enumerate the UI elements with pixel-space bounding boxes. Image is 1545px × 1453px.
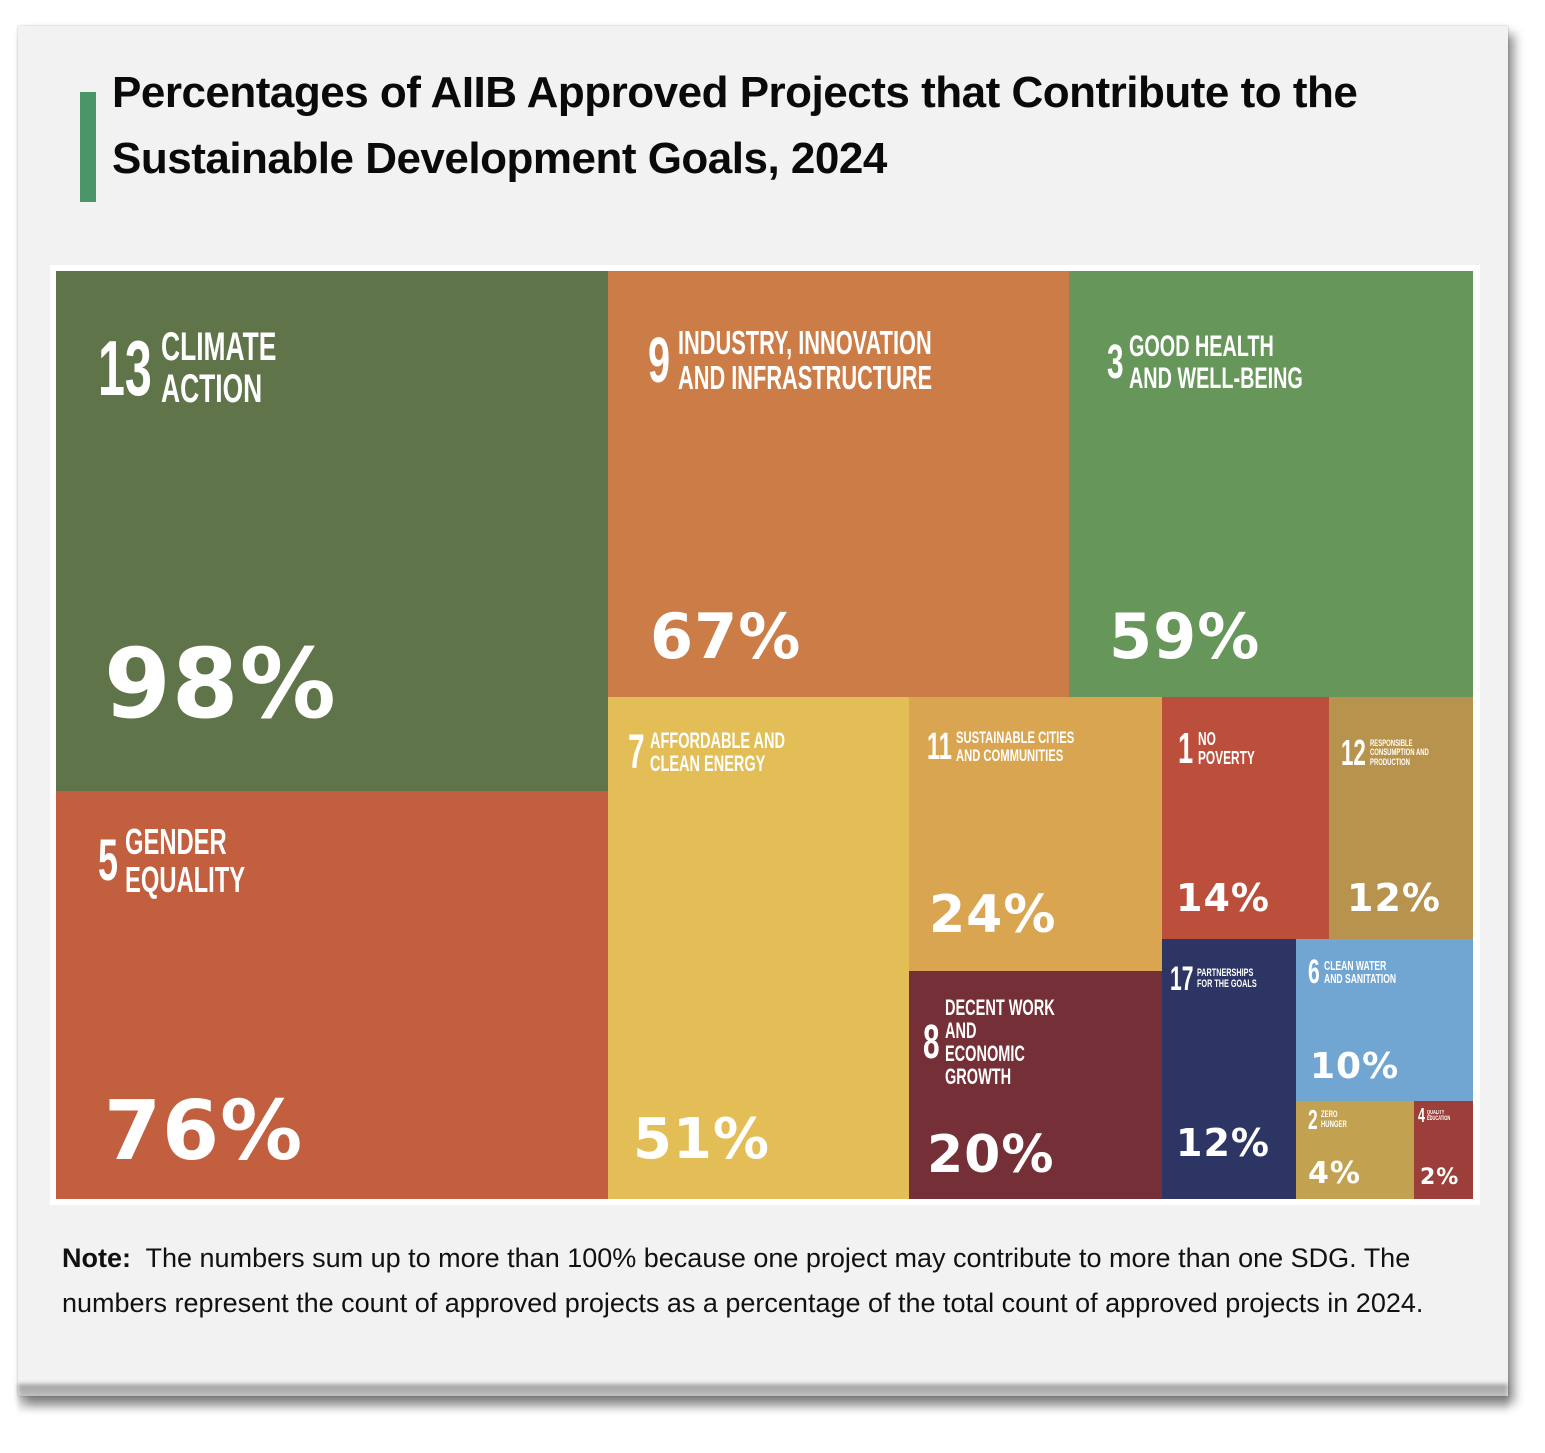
sdg-name-line2: for the Goals — [1197, 978, 1258, 991]
sdg-name-line1: Zero — [1320, 1109, 1338, 1120]
tile-percentage: 12% — [1176, 1121, 1270, 1165]
sdg-name: Industry, Innovation and Infrastructure — [677, 324, 932, 396]
sdg-name-line1: Climate — [160, 325, 277, 369]
tile-heading: 1 No Poverty — [1178, 724, 1284, 773]
sdg-name: Good Health and Well-Being — [1129, 331, 1303, 394]
sdg-name: Gender Equality — [125, 823, 245, 899]
sdg-number: 17 — [1170, 960, 1194, 998]
treemap-tile-sdg-4[interactable]: 4 Quality Education 2% — [1414, 1101, 1473, 1199]
sdg-number: 6 — [1308, 953, 1320, 991]
note-text: The numbers sum up to more than 100% bec… — [62, 1243, 1424, 1318]
sdg-name-line1: No — [1198, 728, 1217, 749]
sdg-name-line1: Industry, Innovation — [677, 324, 932, 361]
tile-heading: 8 Decent Work and Economic Growth — [923, 996, 1162, 1088]
sdg-name-line2: and Infrastructure — [677, 358, 932, 396]
tile-heading: 6 Clean Water and Sanitation — [1308, 953, 1433, 991]
tile-percentage: 24% — [929, 885, 1057, 945]
sdg-name: Decent Work and Economic Growth — [945, 996, 1088, 1088]
sdg-name-line1: Gender — [124, 821, 227, 862]
sdg-name-line2: Consumption and Production — [1370, 747, 1429, 767]
sdg-number: 13 — [98, 323, 152, 412]
tile-heading: 4 Quality Education — [1418, 1105, 1463, 1127]
sdg-name-line2: and Well-Being — [1129, 361, 1304, 395]
tile-heading: 11 Sustainable Cities and Communities — [927, 725, 1135, 768]
treemap-tile-sdg-12[interactable]: 12 Responsible Consumption and Production 1… — [1329, 697, 1473, 939]
tile-heading: 13 Climate Action — [98, 326, 336, 410]
sdg-name-line1: Partnerships — [1197, 966, 1254, 979]
chart-note: Note: The numbers sum up to more than 10… — [62, 1236, 1462, 1326]
sdg-number: 2 — [1308, 1104, 1318, 1135]
tile-heading: 5 Gender Equality — [98, 823, 307, 899]
tile-percentage: 12% — [1347, 876, 1441, 920]
sdg-name: Quality Education — [1427, 1110, 1450, 1123]
sdg-number: 12 — [1341, 732, 1366, 773]
tile-heading: 2 Zero Hunger — [1308, 1104, 1360, 1135]
sdg-name-line2: and Communities — [955, 745, 1063, 765]
tile-percentage: 10% — [1310, 1046, 1400, 1087]
sdg-name-line1: Decent Work and — [945, 995, 1055, 1044]
treemap-tile-sdg-5[interactable]: 5 Gender Equality 76% — [56, 791, 608, 1199]
tile-heading: 17 Partnerships for the Goals — [1170, 960, 1288, 998]
sdg-name: No Poverty — [1198, 728, 1256, 768]
tile-percentage: 76% — [104, 1084, 304, 1179]
tile-percentage: 59% — [1109, 600, 1261, 673]
sdg-name: Climate Action — [161, 326, 276, 410]
sdg-name-line2: Poverty — [1198, 747, 1256, 768]
sdg-name-line1: Affordable and — [650, 728, 786, 753]
tile-percentage: 98% — [104, 628, 337, 740]
treemap-tile-sdg-3[interactable]: 3 Good Health and Well-Being 59% — [1069, 271, 1473, 697]
sdg-name-line1: Quality — [1427, 1109, 1445, 1116]
tile-percentage: 51% — [633, 1107, 771, 1172]
treemap-tile-sdg-17[interactable]: 17 Partnerships for the Goals 12% — [1162, 939, 1296, 1199]
tile-percentage: 67% — [650, 600, 802, 673]
sdg-name-line2: Equality — [124, 858, 246, 900]
sdg-name-line1: Good Health — [1129, 330, 1275, 363]
sdg-name: Sustainable Cities and Communities — [956, 729, 1074, 765]
treemap-tile-sdg-7[interactable]: 7 Affordable and Clean Energy 51% — [608, 697, 909, 1199]
sdg-number: 4 — [1418, 1105, 1425, 1127]
treemap-tile-sdg-2[interactable]: 2 Zero Hunger 4% — [1296, 1101, 1414, 1199]
treemap-tile-sdg-11[interactable]: 11 Sustainable Cities and Communities 24% — [909, 697, 1162, 971]
sdg-name-line2: Clean Energy — [650, 751, 766, 777]
sdg-name-line2: Education — [1427, 1116, 1451, 1122]
sdg-number: 3 — [1107, 335, 1124, 389]
tile-heading: 3 Good Health and Well-Being — [1107, 331, 1393, 394]
treemap-tile-sdg-6[interactable]: 6 Clean Water and Sanitation 10% — [1296, 939, 1473, 1101]
note-label: Note: — [62, 1243, 131, 1273]
tile-percentage: 4% — [1308, 1156, 1361, 1191]
sdg-name: Responsible Consumption and Production — [1370, 738, 1438, 767]
treemap-tile-sdg-8[interactable]: 8 Decent Work and Economic Growth 20% — [909, 971, 1162, 1199]
sdg-name-line2: Hunger — [1320, 1118, 1347, 1129]
sdg-name: Zero Hunger — [1320, 1109, 1347, 1129]
sdg-number: 7 — [628, 725, 645, 779]
sdg-name-line2: Economic Growth — [945, 1041, 1026, 1090]
sdg-name-line1: Sustainable Cities — [955, 728, 1074, 747]
sdg-name-line2: and Sanitation — [1323, 971, 1396, 987]
sdg-name-line1: Responsible — [1370, 738, 1413, 749]
sdg-number: 11 — [927, 725, 952, 768]
treemap-tile-sdg-9[interactable]: 9 Industry, Innovation and Infrastructure 6… — [608, 271, 1069, 697]
tile-heading: 7 Affordable and Clean Energy — [628, 725, 855, 779]
treemap-tile-sdg-1[interactable]: 1 No Poverty 14% — [1162, 697, 1329, 939]
tile-percentage: 20% — [927, 1125, 1055, 1185]
treemap-tile-sdg-13[interactable]: 13 Climate Action 98% — [56, 271, 608, 791]
treemap: 13 Climate Action 98% 5 Gender Equality 76% 9 Ind… — [50, 265, 1480, 1205]
sdg-name-line2: Action — [160, 367, 263, 411]
sdg-name: Clean Water and Sanitation — [1323, 957, 1396, 987]
sdg-number: 1 — [1178, 724, 1194, 773]
sdg-name: Partnerships for the Goals — [1197, 966, 1258, 991]
sdg-number: 8 — [923, 1015, 940, 1069]
tile-percentage: 14% — [1176, 876, 1270, 920]
title-accent-bar — [80, 92, 96, 202]
sdg-number: 9 — [648, 323, 671, 396]
sdg-number: 5 — [98, 827, 119, 893]
tile-heading: 9 Industry, Innovation and Infrastructure — [648, 323, 1063, 396]
chart-title: Percentages of AIIB Approved Projects th… — [112, 68, 1358, 183]
sdg-name-line1: Clean Water — [1323, 957, 1387, 973]
tile-heading: 12 Responsible Consumption and Production — [1341, 732, 1473, 773]
tile-percentage: 2% — [1420, 1165, 1460, 1190]
sdg-name: Affordable and Clean Energy — [650, 729, 785, 775]
